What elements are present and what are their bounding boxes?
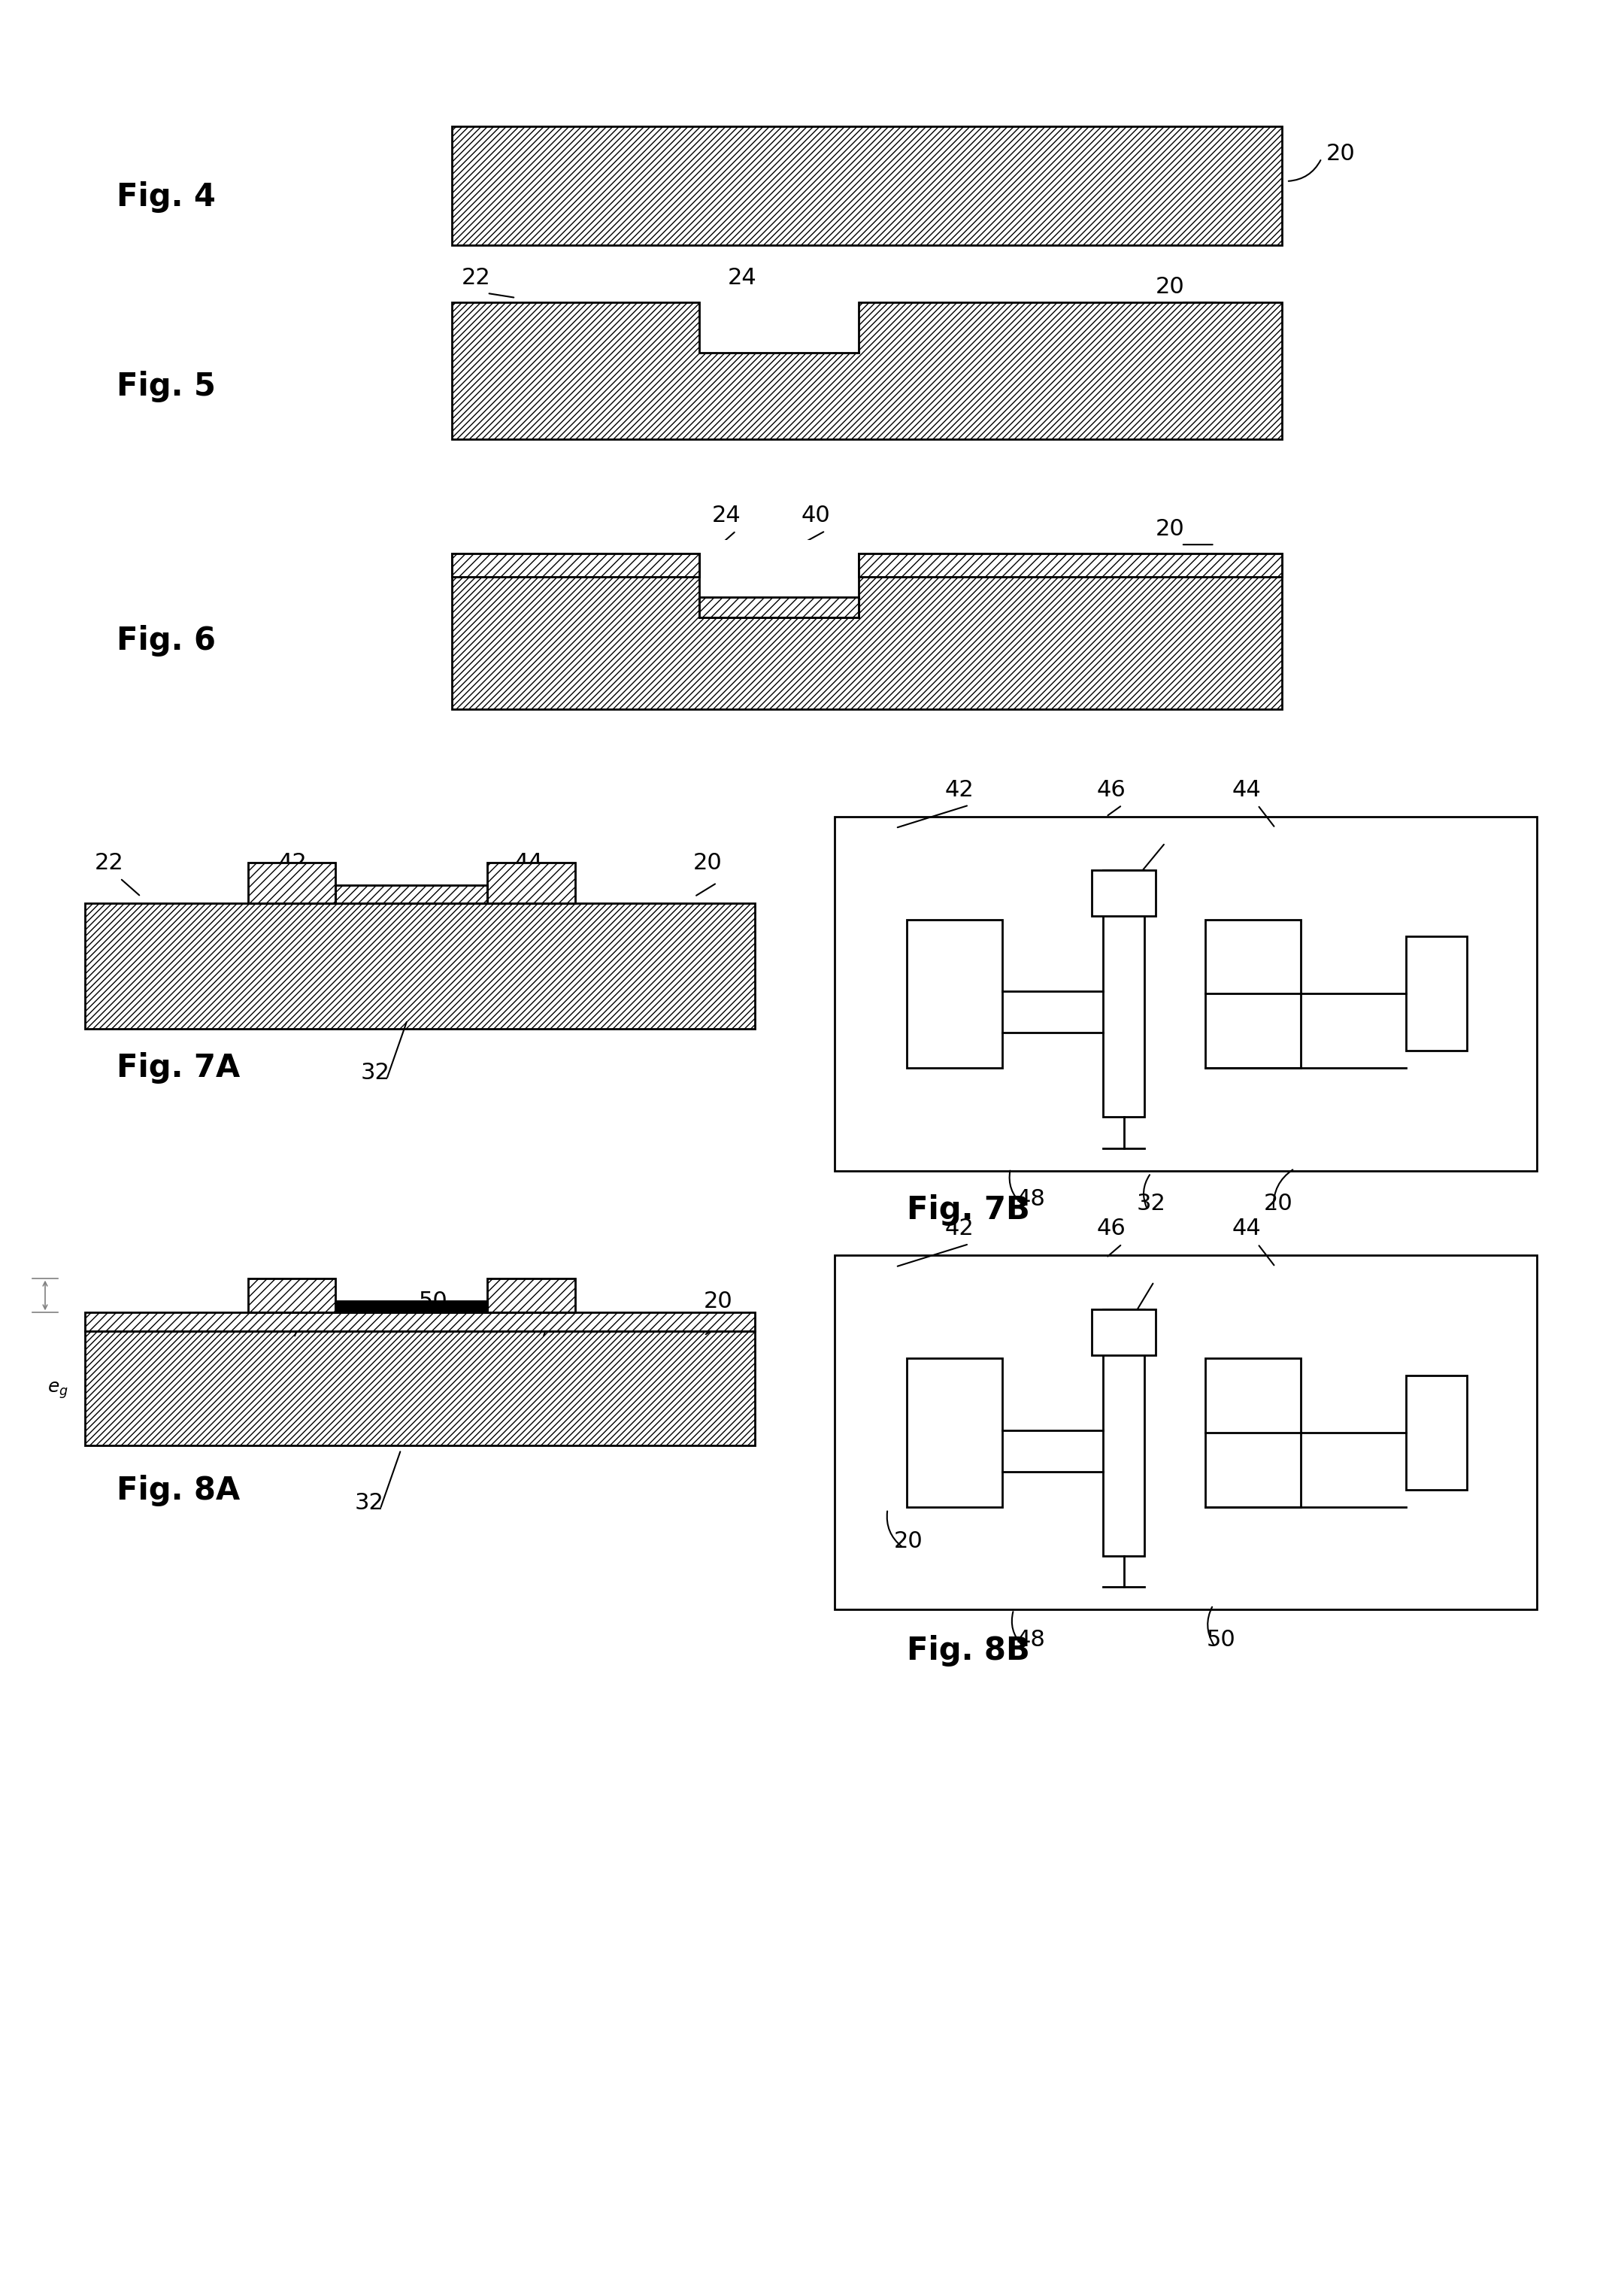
Text: Fig. 5: Fig. 5 xyxy=(117,372,217,402)
Bar xyxy=(487,863,575,902)
Bar xyxy=(85,1313,755,1332)
Bar xyxy=(1103,1309,1145,1557)
Text: 20: 20 xyxy=(1327,142,1355,165)
Bar xyxy=(451,553,699,576)
Text: 46: 46 xyxy=(1097,1217,1126,1240)
Text: 44: 44 xyxy=(525,1290,554,1313)
Bar xyxy=(85,1332,755,1444)
Text: 22: 22 xyxy=(95,852,124,875)
FancyArrowPatch shape xyxy=(1274,1169,1293,1208)
Text: Fig. 8A: Fig. 8A xyxy=(117,1474,241,1506)
Bar xyxy=(1407,937,1466,1052)
Text: 32: 32 xyxy=(355,1492,384,1513)
Text: 44: 44 xyxy=(1232,778,1261,801)
Bar xyxy=(247,1279,336,1313)
Text: 32: 32 xyxy=(361,1063,390,1084)
Text: 20: 20 xyxy=(1155,276,1185,298)
Bar xyxy=(699,289,859,354)
Bar xyxy=(1092,870,1156,916)
Text: 40: 40 xyxy=(801,505,830,526)
Text: Fig. 6: Fig. 6 xyxy=(117,625,217,657)
Bar xyxy=(451,553,699,576)
Text: 32: 32 xyxy=(1135,1192,1166,1215)
FancyArrowPatch shape xyxy=(1208,1607,1214,1644)
Text: Fig. 8B: Fig. 8B xyxy=(907,1635,1029,1667)
Text: 44: 44 xyxy=(1232,1217,1261,1240)
Bar xyxy=(699,597,859,618)
Bar xyxy=(487,863,575,902)
Text: 46: 46 xyxy=(1097,778,1126,801)
Text: 20: 20 xyxy=(692,852,721,875)
Text: 50: 50 xyxy=(1206,1630,1235,1651)
FancyArrowPatch shape xyxy=(1012,1612,1021,1644)
Bar xyxy=(336,886,487,902)
Bar xyxy=(247,863,336,902)
Text: 42: 42 xyxy=(278,1290,307,1313)
FancyArrowPatch shape xyxy=(1143,1176,1150,1208)
Text: Fig. 4: Fig. 4 xyxy=(117,181,217,214)
Bar xyxy=(247,863,336,902)
Bar xyxy=(859,553,1282,576)
Text: 24: 24 xyxy=(711,505,740,526)
Bar xyxy=(835,817,1537,1171)
Bar xyxy=(247,1279,336,1313)
Bar xyxy=(859,553,1282,576)
Text: 20: 20 xyxy=(1155,519,1185,540)
Text: 42: 42 xyxy=(944,1217,973,1240)
Text: 20: 20 xyxy=(703,1290,732,1313)
Bar xyxy=(85,1313,755,1332)
Text: 20: 20 xyxy=(1264,1192,1293,1215)
Bar xyxy=(451,553,1282,709)
Bar xyxy=(451,126,1282,246)
Bar xyxy=(487,1279,575,1313)
FancyArrowPatch shape xyxy=(887,1511,903,1548)
Bar xyxy=(336,1302,487,1313)
Text: 24: 24 xyxy=(728,266,756,289)
Text: 42: 42 xyxy=(278,852,307,875)
FancyArrowPatch shape xyxy=(1288,161,1320,181)
Bar xyxy=(835,1256,1537,1609)
Bar xyxy=(699,540,859,618)
Text: 44: 44 xyxy=(514,852,543,875)
Bar xyxy=(1092,1309,1156,1355)
Text: Fig. 7B: Fig. 7B xyxy=(907,1194,1029,1226)
Bar xyxy=(451,303,1282,439)
Bar xyxy=(85,902,755,1029)
Text: 22: 22 xyxy=(461,266,490,289)
Bar xyxy=(1407,1375,1466,1490)
Text: 50: 50 xyxy=(418,1290,448,1313)
Bar xyxy=(699,597,859,618)
Bar xyxy=(1103,870,1145,1118)
Text: 48: 48 xyxy=(1017,1630,1046,1651)
Text: $e_g$: $e_g$ xyxy=(48,1380,69,1401)
Bar xyxy=(907,918,1002,1068)
Text: Fig. 7A: Fig. 7A xyxy=(117,1052,241,1084)
Bar xyxy=(487,1279,575,1313)
Text: 48: 48 xyxy=(1017,1187,1046,1210)
Text: 42: 42 xyxy=(944,778,973,801)
Bar xyxy=(1204,1359,1301,1506)
FancyArrowPatch shape xyxy=(1010,1171,1021,1203)
Bar xyxy=(336,886,487,902)
Text: 20: 20 xyxy=(895,1531,923,1552)
Bar xyxy=(907,1359,1002,1506)
Bar xyxy=(1204,918,1301,1068)
